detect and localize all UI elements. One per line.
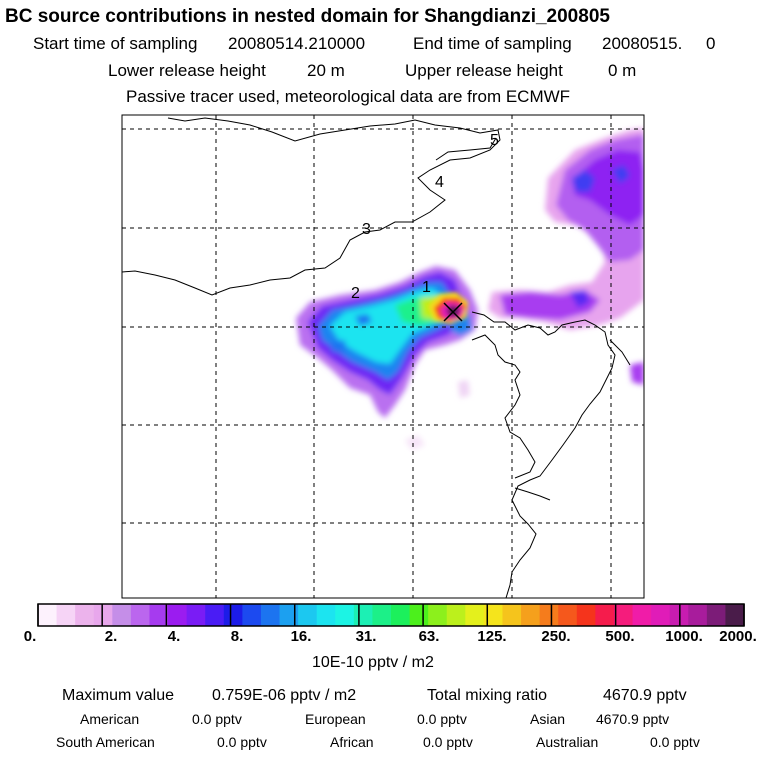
plume-northeast	[488, 128, 644, 385]
colorbar-swatch	[260, 604, 281, 626]
region-value-south-american: 0.0 pptv	[217, 734, 267, 750]
colorbar-tick: 2.	[104, 628, 118, 645]
region-name-south-american: South American	[56, 734, 155, 750]
trajectory-label-5: 5	[490, 132, 499, 149]
colorbar-swatch	[539, 604, 559, 626]
region-value-american: 0.0 pptv	[192, 711, 242, 727]
colorbar-swatch	[316, 604, 336, 626]
colorbar-swatch	[298, 604, 318, 626]
colorbar-swatch	[335, 604, 355, 626]
colorbar-tick: 500.	[605, 628, 635, 645]
region-name-australian: Australian	[536, 734, 599, 750]
trajectory-labels: 1 2 3 4 5	[351, 132, 499, 302]
colorbar-tick: 4.	[167, 628, 181, 645]
x-marker-icon	[443, 302, 463, 322]
map-frame	[121, 114, 645, 599]
colorbar	[37, 603, 745, 627]
colorbar-tick: 63.	[418, 628, 440, 645]
total-mixing-value: 4670.9 pptv	[603, 687, 687, 704]
max-value-label: Maximum value	[62, 687, 175, 704]
colorbar-swatch	[465, 604, 485, 626]
colorbar-swatch	[168, 604, 188, 626]
colorbar-tick: 2000.	[719, 628, 757, 645]
colorbar-swatch	[521, 604, 541, 626]
colorbar-swatch	[428, 604, 448, 626]
tracer-note: Passive tracer used, meteorological data…	[126, 87, 571, 106]
region-name-asian: Asian	[530, 711, 566, 727]
region-value-european: 0.0 pptv	[417, 711, 467, 727]
colorbar-swatch	[391, 604, 411, 626]
colorbar-swatch	[279, 604, 299, 626]
colorbar-tick: 31.	[355, 628, 377, 645]
colorbar-swatch	[576, 604, 596, 626]
end-time-value: 20080515. 0	[602, 34, 716, 53]
trajectory-label-2: 2	[351, 285, 360, 302]
colorbar-frame	[37, 603, 745, 627]
colorbar-swatch	[223, 604, 243, 626]
colorbar-tick: 250.	[541, 628, 571, 645]
upper-release-label: Upper release height	[405, 61, 563, 80]
colorbar-swatch	[502, 604, 522, 626]
upper-release-value: 0 m	[608, 61, 637, 80]
colorbar-swatch	[112, 604, 132, 626]
colorbar-swatch	[725, 604, 745, 626]
colorbar-swatch	[56, 604, 76, 626]
colorbar-swatch	[38, 604, 58, 626]
colorbar-swatch	[242, 604, 262, 626]
colorbar-tick: 0.	[23, 628, 37, 645]
colorbar-swatch	[409, 604, 429, 626]
colorbar-swatch	[372, 604, 392, 626]
colorbar-swatch	[688, 604, 708, 626]
colorbar-tick: 1000.	[665, 628, 703, 645]
colorbar-swatch	[558, 604, 578, 626]
colorbar-swatch	[613, 604, 634, 626]
trajectory-label-1: 1	[422, 279, 431, 296]
region-name-african: African	[330, 734, 374, 750]
colorbar-swatch	[632, 604, 652, 626]
colorbar-swatch	[149, 604, 169, 626]
colorbar-tick: 125.	[477, 628, 507, 645]
start-time-label: Start time of sampling	[33, 34, 198, 53]
region-value-asian: 4670.9 pptv	[596, 711, 670, 727]
colorbar-swatch	[186, 604, 206, 626]
region-name-european: European	[305, 711, 366, 727]
colorbar-swatch	[205, 604, 225, 626]
lower-release-value: 20 m	[307, 61, 345, 80]
colorbar-tick: 8.	[230, 628, 244, 645]
colorbar-swatch	[353, 604, 374, 626]
total-mixing-label: Total mixing ratio	[427, 687, 548, 704]
colorbar-swatch	[130, 604, 151, 626]
colorbar-tick: 16.	[290, 628, 312, 645]
colorbar-swatch	[706, 604, 727, 626]
end-time-label: End time of sampling	[413, 34, 572, 53]
trajectory-label-3: 3	[362, 221, 371, 238]
max-value: 0.759E-06 pptv / m2	[212, 687, 357, 704]
trajectory-label-4: 4	[435, 174, 444, 191]
map-title: BC source contributions in nested domain…	[5, 6, 610, 27]
colorbar-swatch	[446, 604, 466, 626]
colorbar-swatch	[93, 604, 113, 626]
region-name-american: American	[80, 711, 140, 727]
lower-release-label: Lower release height	[108, 61, 266, 80]
region-value-australian: 0.0 pptv	[650, 734, 700, 750]
region-value-african: 0.0 pptv	[423, 734, 473, 750]
colorbar-swatch	[595, 604, 615, 626]
graticule	[122, 115, 644, 598]
colorbar-swatch	[651, 604, 671, 626]
colorbar-units: 10E-10 pptv / m2	[312, 654, 434, 671]
start-time-value: 20080514.210000	[228, 34, 366, 53]
colorbar-swatch	[483, 604, 504, 626]
colorbar-swatch	[75, 604, 95, 626]
